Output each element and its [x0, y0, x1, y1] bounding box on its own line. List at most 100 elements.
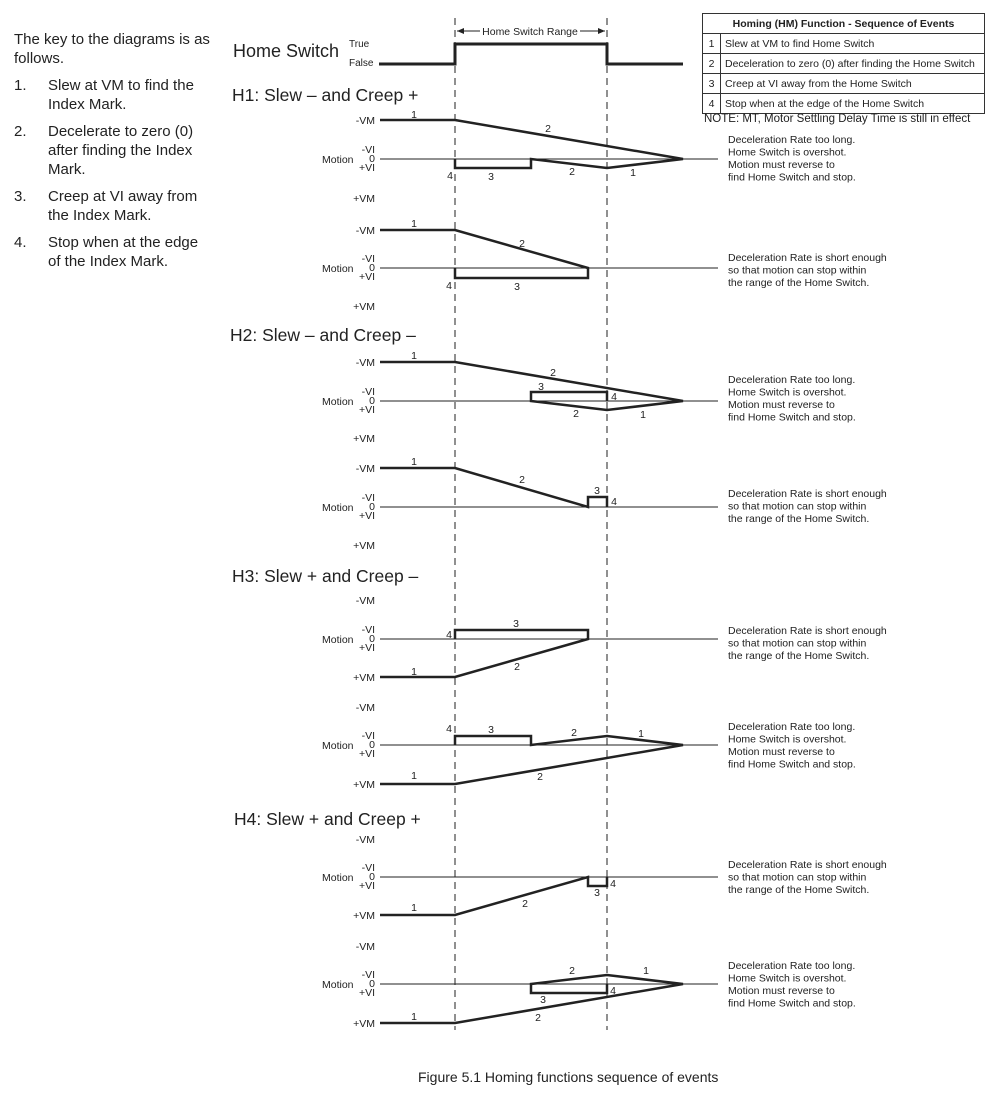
section-title: H2: Slew – and Creep –	[230, 325, 416, 345]
motion-profile-h3-within	[380, 628, 590, 679]
step-number-label: 2	[519, 474, 525, 486]
step-number-label: 1	[411, 456, 417, 468]
key-item-text: Stop when at the edge of the Index Mark.	[48, 234, 199, 270]
step-number-label: 1	[643, 965, 649, 977]
step-number-label: 2	[571, 727, 577, 739]
motion-label: Motion	[322, 872, 354, 884]
key-item-text: Creep at VI away from the Index Mark.	[48, 188, 198, 224]
pos-vm-label: +VM	[353, 779, 375, 791]
key-item-number: 1.	[14, 77, 27, 94]
pos-vi-label: +VI	[359, 404, 375, 416]
table-row: 1 Slew at VM to find Home Switch	[702, 33, 985, 54]
key-intro: The key to the diagrams is as follows.	[14, 31, 210, 67]
table-row: 4 Stop when at the edge of the Home Switc…	[702, 93, 985, 114]
key-list: 1. Slew at VM to find the Index Mark. 2. D…	[14, 76, 214, 271]
description-text: Deceleration Rate too long.	[728, 134, 855, 146]
description-text: Home Switch is overshot.	[728, 734, 846, 746]
description-text: Home Switch is overshot.	[728, 147, 846, 159]
key-item: 2. Decelerate to zero (0) after finding t…	[14, 122, 214, 179]
neg-vi-label: -VI	[362, 969, 375, 981]
settling-note: NOTE: MT, Motor Settling Delay Time is s…	[704, 113, 971, 125]
description-text: Deceleration Rate is short enough	[728, 252, 887, 264]
motion-label: Motion	[322, 740, 354, 752]
step-number-label: 4	[447, 170, 453, 182]
key-item-text: Slew at VM to find the Index Mark.	[48, 77, 194, 113]
range-arrow-head-right	[598, 28, 605, 34]
step-number-label: 2	[569, 965, 575, 977]
step-number-label: 2	[573, 408, 579, 420]
section-title: H3: Slew + and Creep –	[232, 566, 419, 586]
description-text: Deceleration Rate too long.	[728, 721, 855, 733]
pos-vi-label: +VI	[359, 748, 375, 760]
description-text: Deceleration Rate is short enough	[728, 488, 887, 500]
step-number-label: 3	[538, 381, 544, 393]
pos-vm-label: +VM	[353, 193, 375, 205]
description-text: the range of the Home Switch.	[728, 513, 869, 525]
motion-profile-h3-overshoot	[380, 734, 684, 786]
pos-vi-label: +VI	[359, 510, 375, 522]
step-number-label: 1	[411, 1011, 417, 1023]
table-row: 2 Deceleration to zero (0) after finding …	[702, 53, 985, 74]
motion-label: Motion	[322, 154, 354, 166]
description-text: Home Switch is overshot.	[728, 387, 846, 399]
description-text: Deceleration Rate is short enough	[728, 859, 887, 871]
zero-label: 0	[369, 633, 375, 645]
sequence-table-title: Homing (HM) Function - Sequence of Event…	[702, 13, 985, 34]
pos-vi-label: +VI	[359, 162, 375, 174]
section-title: H4: Slew + and Creep +	[234, 809, 421, 829]
home-switch-label: Home Switch	[233, 41, 339, 61]
neg-vm-label: -VM	[356, 595, 375, 607]
step-number-label: 1	[411, 350, 417, 362]
table-cell-text: Slew at VM to find Home Switch	[720, 33, 985, 54]
pos-vm-label: +VM	[353, 672, 375, 684]
pos-vm-label: +VM	[353, 301, 375, 313]
neg-vm-label: -VM	[356, 357, 375, 369]
description-text: find Home Switch and stop.	[728, 172, 856, 184]
step-number-label: 4	[446, 280, 452, 292]
step-number-label: 4	[610, 878, 616, 890]
description-text: so that motion can stop within	[728, 638, 866, 650]
motion-profile-h2-within	[380, 466, 609, 509]
step-number-label: 4	[611, 391, 617, 403]
neg-vm-label: -VM	[356, 941, 375, 953]
motion-label: Motion	[322, 396, 354, 408]
step-number-label: 4	[611, 496, 617, 508]
description-text: Deceleration Rate is short enough	[728, 625, 887, 637]
step-number-label: 2	[535, 1012, 541, 1024]
step-number-label: 3	[514, 281, 520, 293]
section-title: H1: Slew – and Creep +	[232, 85, 418, 105]
step-number-label: 3	[488, 724, 494, 736]
step-number-label: 1	[640, 409, 646, 421]
step-number-label: 3	[540, 994, 546, 1006]
neg-vm-label: -VM	[356, 115, 375, 127]
step-number-label: 4	[446, 723, 452, 735]
description-text: Motion must reverse to	[728, 985, 835, 997]
description-text: so that motion can stop within	[728, 265, 866, 277]
pos-vi-label: +VI	[359, 987, 375, 999]
step-number-label: 2	[545, 123, 551, 135]
step-number-label: 1	[630, 167, 636, 179]
pos-vm-label: +VM	[353, 910, 375, 922]
neg-vi-label: -VI	[362, 386, 375, 398]
home-switch-range-label: Home Switch Range	[482, 26, 578, 38]
table-cell-text: Deceleration to zero (0) after finding t…	[720, 53, 985, 74]
step-number-label: 2	[569, 166, 575, 178]
key-item: 4. Stop when at the edge of the Index Mar…	[14, 233, 214, 271]
key-item: 3. Creep at VI away from the Index Mark.	[14, 187, 214, 225]
description-text: find Home Switch and stop.	[728, 759, 856, 771]
step-number-label: 4	[446, 629, 452, 641]
step-number-label: 2	[537, 771, 543, 783]
neg-vi-label: -VI	[362, 624, 375, 636]
zero-label: 0	[369, 739, 375, 751]
motion-label: Motion	[322, 502, 354, 514]
description-text: so that motion can stop within	[728, 501, 866, 513]
zero-label: 0	[369, 262, 375, 274]
description-text: the range of the Home Switch.	[728, 277, 869, 289]
description-text: so that motion can stop within	[728, 872, 866, 884]
description-text: find Home Switch and stop.	[728, 412, 856, 424]
key-item-text: Decelerate to zero (0) after finding the…	[48, 123, 194, 178]
home-switch-signal	[379, 42, 683, 66]
neg-vi-label: -VI	[362, 144, 375, 156]
key-item-number: 3.	[14, 188, 27, 205]
